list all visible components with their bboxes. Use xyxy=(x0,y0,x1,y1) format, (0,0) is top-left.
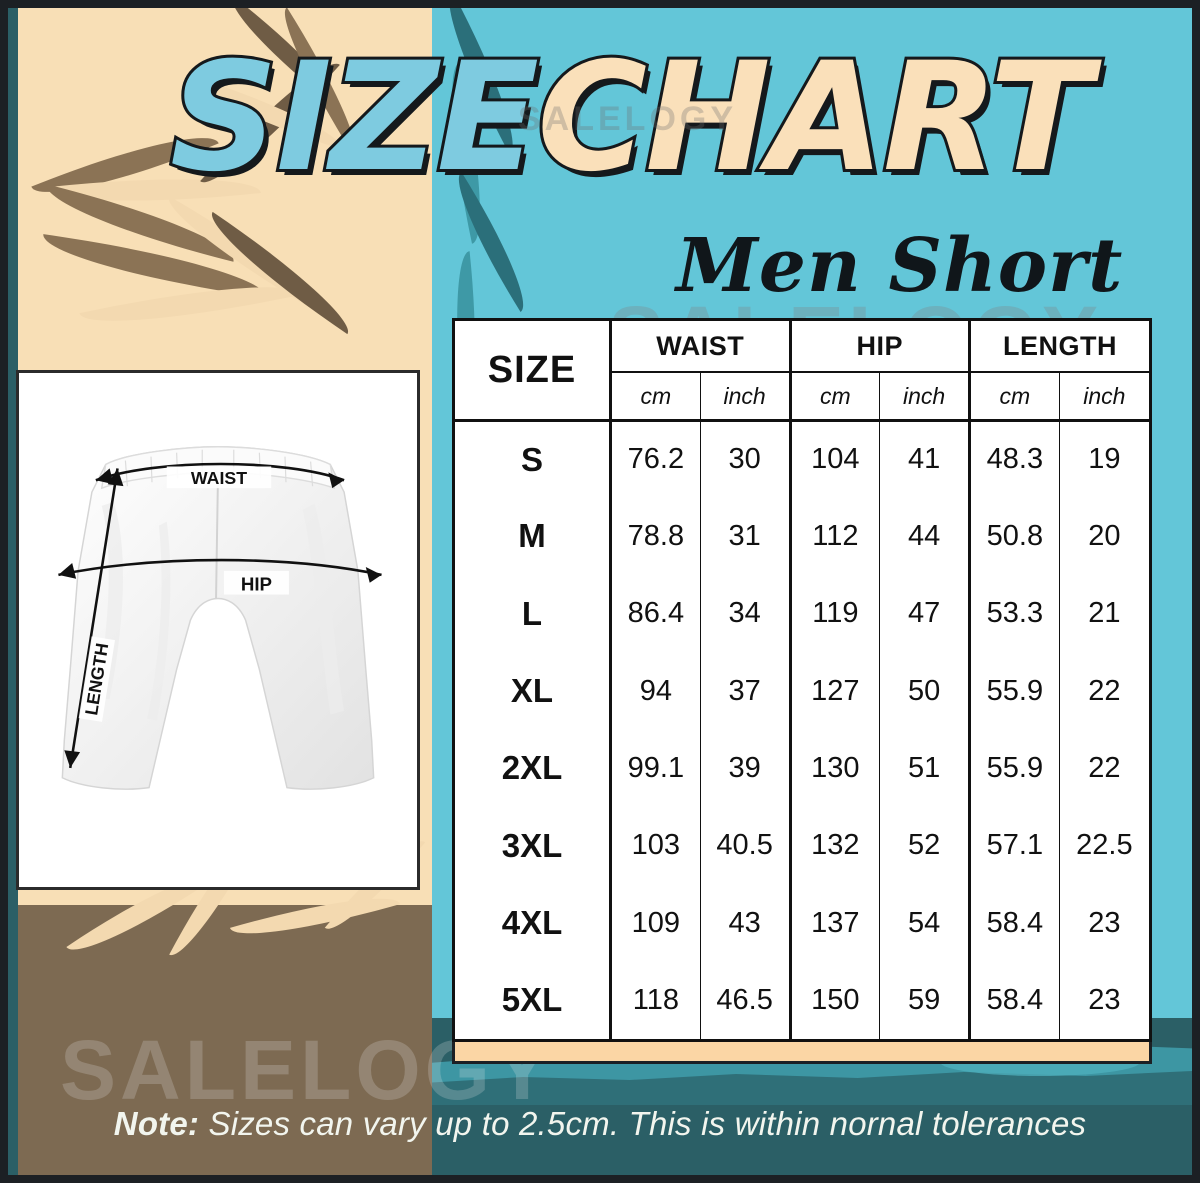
cell-waist-inch: 31 xyxy=(699,497,790,576)
page-subtitle: Men Short xyxy=(676,223,1124,309)
cell-size: 2XL xyxy=(455,729,612,808)
cell-hip-cm: 137 xyxy=(788,884,880,962)
cell-waist-inch: 40.5 xyxy=(699,807,790,885)
shorts-measurement-diagram: WAIST HIP LENGTH xyxy=(16,370,420,890)
cell-waist-inch: 46.5 xyxy=(699,961,790,1039)
cell-waist-inch: 34 xyxy=(699,575,790,653)
title-word-chart: CHART xyxy=(534,31,1095,205)
table-header-unit-row: cm inch cm inch cm inch xyxy=(455,372,1149,422)
note-body: Sizes can vary up to 2.5cm. This is with… xyxy=(199,1105,1087,1142)
table-row: M 78.8 31 112 44 50.8 20 xyxy=(455,497,1149,576)
cell-waist-cm: 94 xyxy=(609,652,701,730)
header-group-length: LENGTH xyxy=(968,321,1149,373)
cell-length-inch: 23 xyxy=(1058,961,1149,1039)
cell-length-inch: 23 xyxy=(1058,884,1149,962)
cell-length-inch: 20 xyxy=(1058,497,1149,576)
cell-length-inch: 22 xyxy=(1058,652,1149,730)
cell-hip-cm: 130 xyxy=(788,729,880,808)
note-text: Note: Sizes can vary up to 2.5cm. This i… xyxy=(0,1105,1200,1143)
cell-hip-inch: 50 xyxy=(879,652,970,730)
cell-length-cm: 53.3 xyxy=(968,575,1060,653)
table-row: 5XL 118 46.5 150 59 58.4 23 xyxy=(455,961,1149,1039)
cell-hip-inch: 47 xyxy=(879,575,970,653)
header-unit-hip-cm: cm xyxy=(788,372,880,422)
header-group-waist: WAIST xyxy=(609,321,790,373)
cell-waist-cm: 86.4 xyxy=(609,575,701,653)
cell-hip-cm: 132 xyxy=(788,807,880,885)
table-row: 4XL 109 43 137 54 58.4 23 xyxy=(455,884,1149,962)
page-title: SIZECHART xyxy=(167,31,1095,205)
header-unit-length-inch: inch xyxy=(1058,372,1149,422)
cell-size: L xyxy=(455,575,612,653)
note-prefix: Note: xyxy=(113,1105,200,1142)
header-group-hip: HIP xyxy=(788,321,970,373)
size-table-head: SIZE WAIST HIP LENGTH cm inch cm inch cm… xyxy=(455,321,1149,422)
cell-length-cm: 58.4 xyxy=(968,961,1060,1039)
cell-hip-inch: 52 xyxy=(879,807,970,885)
cell-waist-cm: 109 xyxy=(609,884,701,962)
cell-waist-cm: 76.2 xyxy=(609,420,701,498)
cell-waist-inch: 37 xyxy=(699,652,790,730)
background-brown-panel xyxy=(8,905,432,1175)
background-left-strip xyxy=(8,8,18,1175)
table-row: 2XL 99.1 39 130 51 55.9 22 xyxy=(455,729,1149,808)
cell-hip-cm: 104 xyxy=(788,420,880,498)
cell-hip-inch: 59 xyxy=(879,961,970,1039)
size-table-body: S 76.2 30 104 41 48.3 19 M 78.8 31 112 44 50.8 20 L 86.… xyxy=(455,420,1149,1039)
header-size: SIZE xyxy=(455,321,612,422)
table-row: XL 94 37 127 50 55.9 22 xyxy=(455,652,1149,730)
cell-length-inch: 21 xyxy=(1058,575,1149,653)
cell-waist-inch: 30 xyxy=(699,420,790,498)
table-header-group-row: SIZE WAIST HIP LENGTH xyxy=(455,321,1149,422)
diagram-waist-label: WAIST xyxy=(191,468,247,488)
cell-hip-inch: 41 xyxy=(879,420,970,498)
cell-hip-inch: 54 xyxy=(879,884,970,962)
cell-hip-inch: 51 xyxy=(879,729,970,808)
cell-length-cm: 48.3 xyxy=(968,420,1060,498)
cell-length-cm: 57.1 xyxy=(968,807,1060,885)
cell-hip-cm: 150 xyxy=(788,961,880,1039)
cell-size: 4XL xyxy=(455,884,612,962)
cell-size: XL xyxy=(455,652,612,730)
cell-waist-cm: 118 xyxy=(609,961,701,1039)
header-unit-hip-inch: inch xyxy=(879,372,970,422)
cell-length-inch: 19 xyxy=(1058,420,1149,498)
size-table: SIZE WAIST HIP LENGTH cm inch cm inch cm… xyxy=(455,321,1149,1039)
cell-length-cm: 50.8 xyxy=(968,497,1060,576)
cell-length-cm: 58.4 xyxy=(968,884,1060,962)
table-base-shelf xyxy=(452,1038,1152,1064)
cell-size: 3XL xyxy=(455,807,612,885)
cell-waist-cm: 99.1 xyxy=(609,729,701,808)
cell-length-inch: 22 xyxy=(1058,729,1149,808)
table-row: L 86.4 34 119 47 53.3 21 xyxy=(455,575,1149,653)
table-row: 3XL 103 40.5 132 52 57.1 22.5 xyxy=(455,807,1149,885)
header-unit-waist-cm: cm xyxy=(609,372,701,422)
cell-waist-cm: 103 xyxy=(609,807,701,885)
cell-waist-inch: 39 xyxy=(699,729,790,808)
cell-hip-cm: 127 xyxy=(788,652,880,730)
diagram-hip-label: HIP xyxy=(241,574,272,595)
cell-size: 5XL xyxy=(455,961,612,1039)
header-unit-length-cm: cm xyxy=(968,372,1060,422)
title-word-size: SIZE xyxy=(167,31,542,205)
cell-length-cm: 55.9 xyxy=(968,652,1060,730)
cell-waist-cm: 78.8 xyxy=(609,497,701,576)
cell-hip-inch: 44 xyxy=(879,497,970,576)
cell-hip-cm: 119 xyxy=(788,575,880,653)
size-table-container: SIZE WAIST HIP LENGTH cm inch cm inch cm… xyxy=(452,318,1152,1042)
cell-length-cm: 55.9 xyxy=(968,729,1060,808)
cell-hip-cm: 112 xyxy=(788,497,880,576)
shorts-illustration: WAIST HIP LENGTH xyxy=(58,446,382,790)
header-unit-waist-inch: inch xyxy=(699,372,790,422)
table-row: S 76.2 30 104 41 48.3 19 xyxy=(455,420,1149,498)
cell-size: M xyxy=(455,497,612,576)
cell-length-inch: 22.5 xyxy=(1058,807,1149,885)
cell-waist-inch: 43 xyxy=(699,884,790,962)
cell-size: S xyxy=(455,420,612,498)
